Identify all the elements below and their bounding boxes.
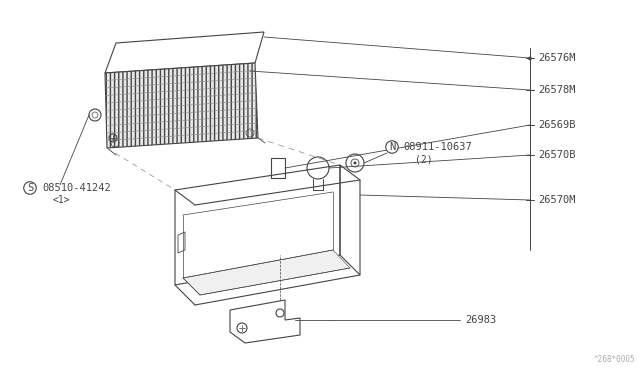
Text: 26569B: 26569B [538, 120, 575, 130]
Text: 26983: 26983 [465, 315, 496, 325]
Text: 26578M: 26578M [538, 85, 575, 95]
Polygon shape [105, 63, 258, 148]
Text: (2): (2) [415, 155, 433, 165]
Text: <1>: <1> [53, 195, 70, 205]
Polygon shape [183, 250, 350, 295]
Text: ^268*0005: ^268*0005 [593, 355, 635, 364]
Bar [271, 158, 285, 178]
Text: 26570M: 26570M [538, 195, 575, 205]
Text: 26576M: 26576M [538, 53, 575, 63]
Circle shape [353, 161, 356, 164]
Text: 08911-10637: 08911-10637 [403, 142, 472, 152]
Text: S: S [27, 183, 33, 193]
Text: 26570B: 26570B [538, 150, 575, 160]
Text: N: N [389, 142, 395, 152]
Text: 08510-41242: 08510-41242 [42, 183, 111, 193]
